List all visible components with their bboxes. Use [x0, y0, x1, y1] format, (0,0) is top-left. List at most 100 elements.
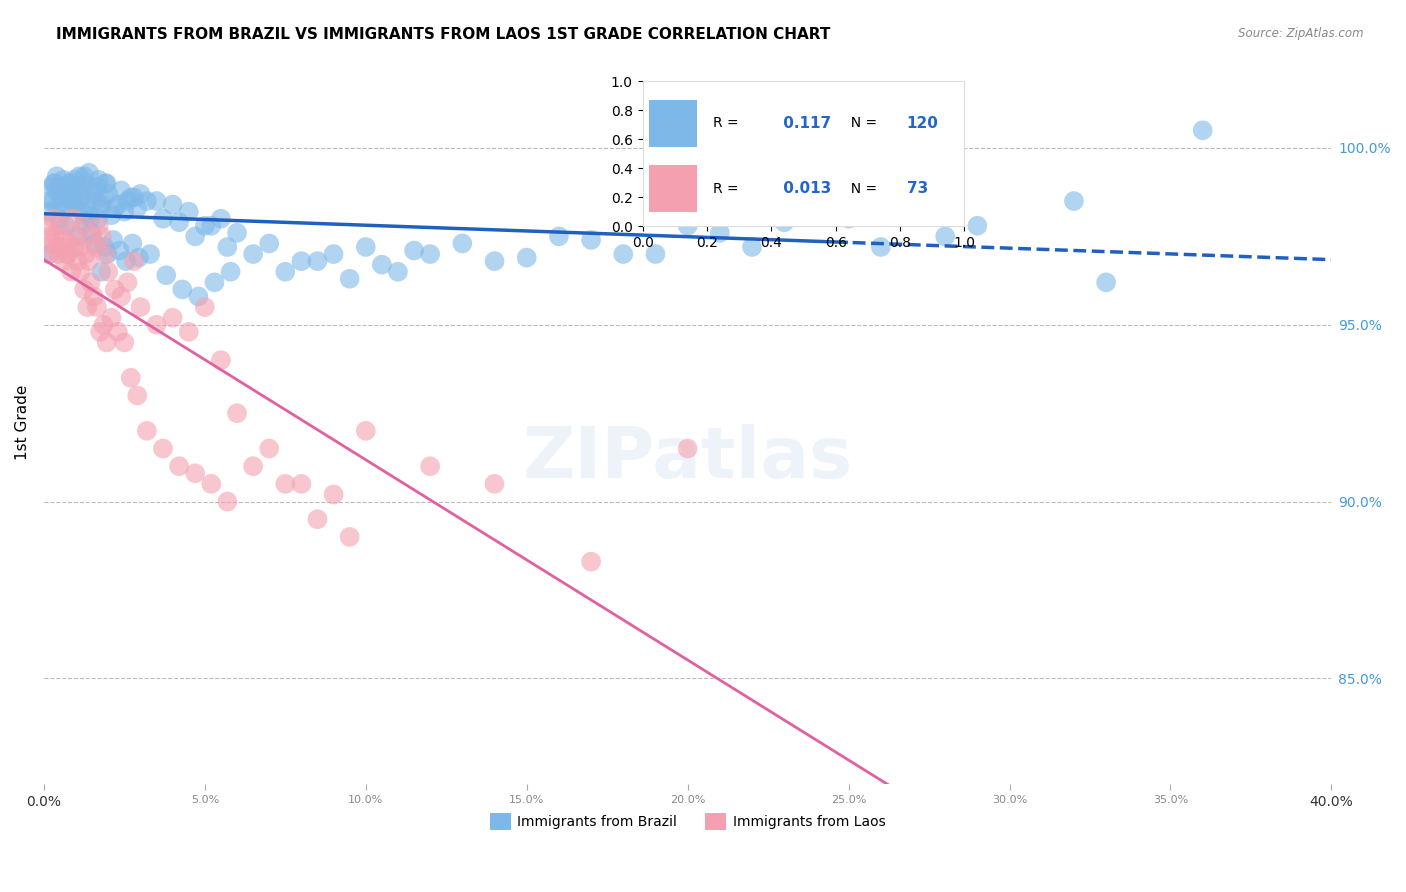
Point	[139, 247, 162, 261]
Point	[371, 258, 394, 272]
Point	[152, 211, 174, 226]
Point	[274, 476, 297, 491]
Point	[86, 300, 108, 314]
Point	[65, 197, 87, 211]
Point	[83, 186, 105, 201]
Point	[76, 197, 98, 211]
Point	[162, 197, 184, 211]
Point	[66, 254, 89, 268]
Point	[73, 282, 96, 296]
Point	[145, 194, 167, 208]
Point	[52, 173, 75, 187]
Point	[217, 494, 239, 508]
Point	[484, 476, 506, 491]
Point	[217, 240, 239, 254]
Point	[84, 240, 107, 254]
Point	[79, 211, 101, 226]
Point	[209, 211, 232, 226]
Point	[42, 194, 65, 208]
Point	[65, 180, 87, 194]
Point	[226, 226, 249, 240]
Point	[55, 247, 77, 261]
Point	[96, 335, 118, 350]
Y-axis label: 1st Grade: 1st Grade	[15, 384, 30, 459]
Point	[101, 233, 124, 247]
Point	[104, 201, 127, 215]
Point	[127, 388, 149, 402]
Point	[52, 229, 75, 244]
Point	[79, 276, 101, 290]
Point	[38, 247, 60, 261]
Point	[76, 300, 98, 314]
Point	[87, 219, 110, 233]
Point	[77, 166, 100, 180]
Point	[838, 211, 860, 226]
Point	[184, 467, 207, 481]
Point	[773, 215, 796, 229]
Point	[59, 236, 82, 251]
Point	[94, 247, 117, 261]
Point	[82, 183, 104, 197]
Point	[49, 183, 72, 197]
Point	[41, 180, 63, 194]
Point	[48, 211, 70, 226]
Point	[56, 201, 79, 215]
Point	[226, 406, 249, 420]
Point	[38, 247, 60, 261]
Point	[83, 289, 105, 303]
Point	[451, 236, 474, 251]
Point	[87, 173, 110, 187]
Point	[93, 190, 115, 204]
Point	[72, 219, 94, 233]
Point	[128, 251, 150, 265]
Point	[579, 233, 602, 247]
Point	[194, 219, 217, 233]
Point	[129, 186, 152, 201]
Point	[44, 229, 66, 244]
Point	[152, 442, 174, 456]
Point	[100, 310, 122, 325]
Point	[120, 190, 142, 204]
Point	[93, 318, 115, 332]
Point	[37, 219, 59, 233]
Point	[70, 183, 93, 197]
Point	[104, 282, 127, 296]
Point	[41, 236, 63, 251]
Point	[97, 247, 120, 261]
Point	[45, 183, 67, 197]
Point	[354, 424, 377, 438]
Point	[51, 240, 73, 254]
Point	[242, 247, 264, 261]
Point	[709, 226, 731, 240]
Point	[127, 201, 149, 215]
Point	[162, 310, 184, 325]
Point	[579, 555, 602, 569]
Point	[53, 180, 76, 194]
Point	[676, 219, 699, 233]
Point	[219, 265, 242, 279]
Point	[339, 530, 361, 544]
Point	[82, 229, 104, 244]
Point	[94, 177, 117, 191]
Point	[60, 265, 83, 279]
Point	[77, 254, 100, 268]
Point	[869, 240, 891, 254]
Point	[38, 204, 60, 219]
Point	[93, 240, 115, 254]
Point	[209, 353, 232, 368]
Point	[172, 282, 194, 296]
Point	[77, 208, 100, 222]
Point	[108, 244, 131, 258]
Point	[1191, 123, 1213, 137]
Point	[67, 240, 90, 254]
Point	[167, 459, 190, 474]
Point	[86, 180, 108, 194]
Point	[187, 289, 209, 303]
Point	[51, 201, 73, 215]
Point	[90, 265, 112, 279]
Point	[42, 177, 65, 191]
Point	[200, 219, 222, 233]
Point	[60, 177, 83, 191]
Point	[75, 215, 97, 229]
Point	[45, 169, 67, 184]
